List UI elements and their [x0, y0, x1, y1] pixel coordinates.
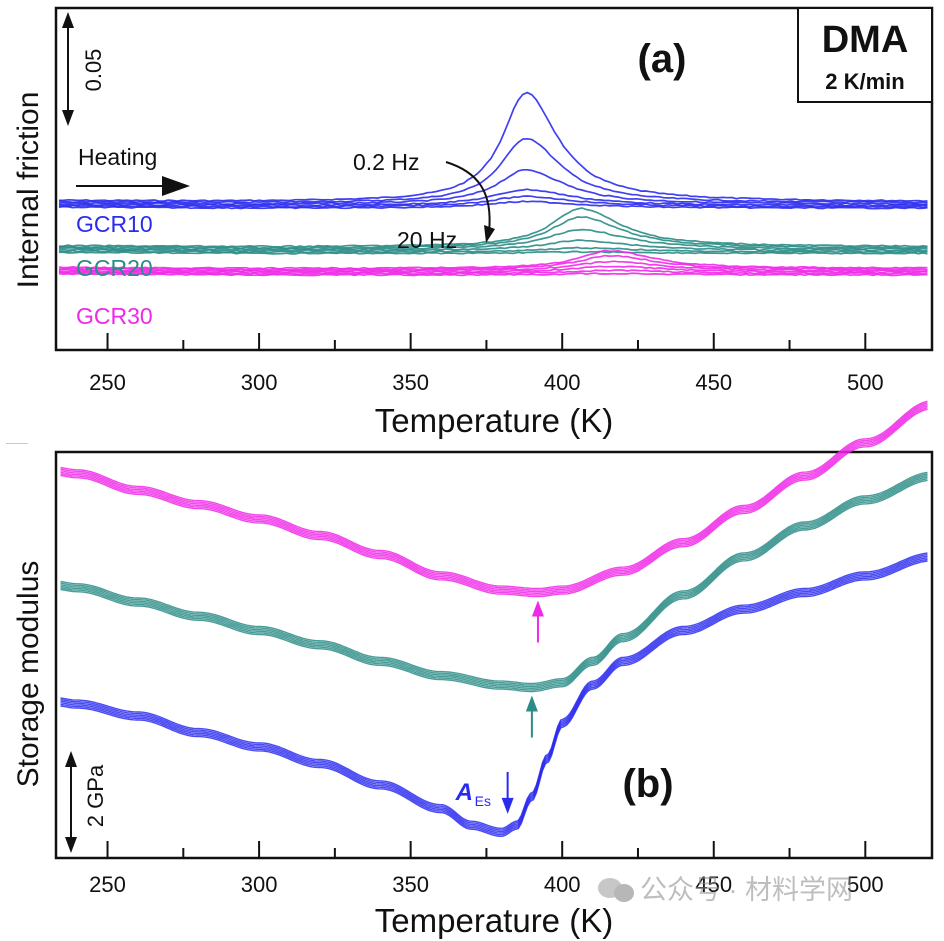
curve-gcr30-freq-5 [60, 407, 928, 596]
curve-gcr30-freq-6 [60, 408, 928, 598]
curve-gcr10-freq-3 [60, 555, 928, 833]
curve-gcr30-freq-3 [60, 403, 928, 593]
curve-gcr20-freq-5 [58, 246, 928, 254]
curve-gcr20-freq-5 [60, 478, 928, 691]
panel-separator [6, 443, 28, 444]
panel-b-tick-label: 350 [392, 872, 429, 897]
panel-a-scale-bar: 0.05 [62, 12, 106, 126]
aes-label: A [455, 779, 473, 806]
panel-b-curves [60, 400, 928, 838]
curve-gcr30-freq-3 [58, 260, 928, 273]
curve-gcr30-freq-6 [58, 272, 928, 277]
panel-a-frame [54, 6, 934, 352]
arrow-gcr10-icon [501, 797, 514, 814]
panel-b-xlabel: Temperature (K) [375, 902, 613, 939]
scale-bar-arrow-down-icon [62, 110, 74, 126]
panel-b-scale-bar: 2 GPa [65, 751, 108, 853]
freq-low-label: 20 Hz [397, 227, 457, 253]
panel-a-label: (a) [638, 37, 687, 81]
group-label-gcr30: GCR30 [76, 303, 153, 329]
frequency-curved-arrow-icon [445, 161, 495, 243]
curve-gcr10-freq-1 [58, 91, 928, 203]
panel-a-tick-label: 450 [695, 370, 732, 395]
curve-gcr10-freq-5 [58, 195, 928, 209]
panel-b-x-tick-labels: 250 300 350 400 450 500 [89, 872, 884, 897]
wechat-icon [598, 878, 634, 902]
dma-box-title: DMA [822, 19, 909, 61]
curve-gcr30-freq-1 [58, 249, 928, 270]
curve-gcr20-freq-6 [59, 250, 928, 255]
watermark: 公众号 · 材料学网 [598, 875, 853, 905]
panel-a-x-ticks [106, 333, 867, 349]
panel-a-tick-label: 350 [392, 370, 429, 395]
dma-info-box: DMA 2 K/min [797, 7, 933, 103]
watermark-text: 公众号 · 材料学网 [640, 875, 853, 905]
panel-a-ylabel: Internal friction [12, 92, 45, 289]
curve-gcr20-freq-3 [60, 474, 928, 688]
curve-gcr20-freq-4 [58, 239, 928, 252]
curve-gcr30-freq-5 [58, 269, 928, 276]
scale-bar-arrow-down-icon [65, 837, 77, 853]
curve-gcr20-freq-4 [60, 476, 928, 689]
dma-box-frame [797, 7, 933, 103]
heating-label: Heating [78, 144, 157, 170]
curve-gcr30-freq-2 [60, 402, 928, 591]
curve-gcr20-freq-3 [58, 228, 928, 251]
panel-b-tick-label: 400 [544, 872, 581, 897]
heating-arrow-icon [76, 176, 190, 196]
panel-a-tick-label: 400 [544, 370, 581, 395]
panel-b-tick-label: 450 [695, 872, 732, 897]
panel-b-tick-label: 300 [241, 872, 278, 897]
aes-label-subscript: Es [475, 793, 491, 809]
curve-gcr10-freq-3 [58, 168, 928, 206]
scale-bar-arrow-up-icon [65, 751, 77, 767]
curve-gcr10-freq-4 [60, 557, 928, 834]
scale-bar-label: 0.05 [81, 49, 106, 92]
curve-gcr30-freq-4 [60, 405, 928, 594]
panel-b-label: (b) [622, 762, 673, 806]
panel-a-group-labels: GCR10 GCR20 GCR30 [76, 211, 153, 329]
panel-a-tick-label: 300 [241, 370, 278, 395]
curve-gcr10-freq-2 [60, 554, 928, 831]
curve-gcr30-freq-2 [58, 254, 928, 271]
scale-bar-arrow-up-icon [62, 12, 74, 28]
curve-gcr10-freq-6 [60, 560, 928, 838]
curve-gcr10-freq-4 [58, 188, 928, 207]
panel-b-frame [54, 450, 934, 860]
panel-a-x-tick-labels: 250 300 350 400 450 500 [89, 370, 884, 395]
curve-gcr30-freq-1 [60, 400, 928, 590]
panel-b-ylabel: Storage modulus [12, 561, 45, 788]
group-label-gcr10: GCR10 [76, 211, 153, 237]
curve-gcr10-freq-5 [60, 558, 928, 836]
arrow-gcr20-icon [525, 695, 538, 712]
curve-gcr20-freq-2 [58, 216, 928, 250]
arrow-gcr30-icon [531, 600, 544, 617]
curve-gcr20-freq-6 [60, 479, 928, 693]
panel-b-tick-label: 250 [89, 872, 126, 897]
curve-gcr20-freq-2 [60, 473, 928, 686]
scale-bar-label: 2 GPa [83, 764, 108, 827]
panel-b-transition-arrows: A Es [455, 600, 544, 814]
panel-a-curves [58, 91, 928, 277]
freq-high-label: 0.2 Hz [353, 149, 419, 175]
panel-a-tick-label: 250 [89, 370, 126, 395]
curve-gcr20-freq-1 [58, 207, 928, 248]
curve-gcr10-freq-6 [58, 200, 928, 210]
curve-gcr10-freq-2 [58, 137, 928, 204]
group-label-gcr20: GCR20 [76, 255, 153, 281]
dma-box-rate: 2 K/min [825, 69, 904, 94]
panel-a-xlabel: Temperature (K) [375, 402, 613, 439]
panel-b-x-ticks [106, 841, 867, 857]
curve-gcr30-freq-4 [58, 265, 928, 274]
panel-b-tick-label: 500 [847, 872, 884, 897]
panel-b: 250 300 350 400 450 500 A Es Temperature (K) S… [12, 400, 934, 939]
panel-a-tick-label: 500 [847, 370, 884, 395]
curve-gcr20-freq-1 [60, 471, 928, 685]
panel-a: 250 300 350 400 450 500 Temperature (K) Inter… [12, 6, 934, 439]
curve-gcr10-freq-1 [60, 552, 928, 830]
